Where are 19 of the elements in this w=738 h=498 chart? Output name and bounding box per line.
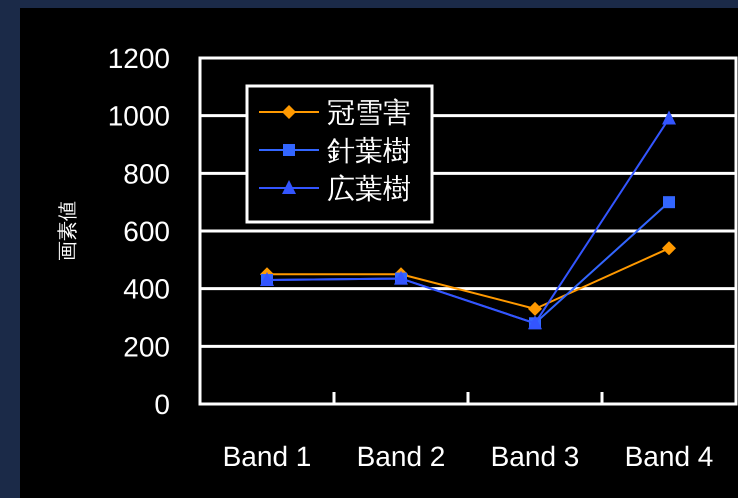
x-tick-label: Band 4 bbox=[624, 441, 714, 472]
y-tick-label: 1000 bbox=[108, 100, 170, 132]
point bbox=[663, 196, 675, 208]
legend-label: 冠雪害 bbox=[327, 97, 411, 128]
y-tick-label: 1200 bbox=[108, 43, 170, 74]
legend-label: 広葉樹 bbox=[327, 173, 411, 204]
point bbox=[528, 302, 542, 316]
y-tick-label: 600 bbox=[123, 216, 170, 247]
point bbox=[662, 110, 676, 125]
y-tick-label: 800 bbox=[123, 158, 170, 190]
y-axis-title: 画素値 bbox=[57, 201, 79, 261]
x-tick-label: Band 2 bbox=[356, 441, 446, 472]
y-tick-label: 400 bbox=[123, 274, 170, 305]
legend-label: 針葉樹 bbox=[327, 135, 411, 166]
y-tick-label: 0 bbox=[154, 389, 170, 420]
y-tick-label: 200 bbox=[123, 331, 170, 362]
x-tick-label: Band 1 bbox=[222, 441, 312, 472]
point bbox=[662, 241, 676, 256]
x-tick-label: Band 3 bbox=[490, 441, 580, 472]
